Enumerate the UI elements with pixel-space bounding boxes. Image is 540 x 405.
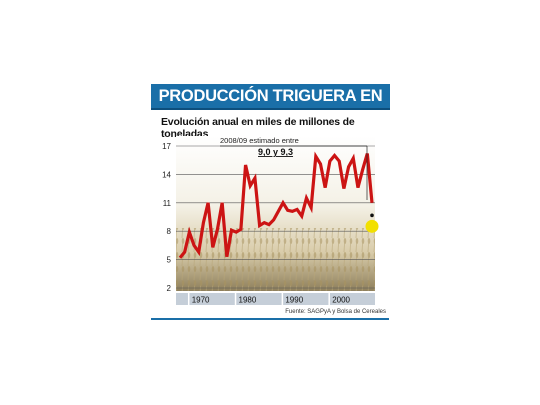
series-production: [178, 151, 379, 259]
estimate-annotation: 2008/09 estimado entre 9,0 y 9,3: [220, 136, 368, 200]
y-tick-label: 2: [167, 284, 172, 293]
y-tick-label: 8: [167, 227, 172, 236]
y-tick-label: 5: [167, 256, 172, 265]
y-tick-label: 11: [163, 199, 172, 208]
annotation-value: 9,0 y 9,3: [258, 147, 293, 157]
x-axis: 1970 1980 1990 2000: [187, 293, 351, 305]
x-tick-label: 1980: [239, 296, 257, 305]
x-tick-label: 1970: [192, 296, 210, 305]
x-tick-label: 1990: [285, 296, 303, 305]
x-axis-band: [176, 293, 375, 305]
source-note: Fuente: SAGPyA y Bolsa de Cereales: [285, 309, 386, 315]
chart-title-banner: PRODUCCIÓN TRIGUERA EN BAJA: [151, 84, 390, 130]
x-tick-label: 2000: [332, 296, 350, 305]
y-tick-label: 14: [162, 170, 171, 179]
estimate-marker: [365, 219, 379, 233]
y-tick-label: 17: [162, 142, 171, 151]
series-line: [178, 151, 374, 259]
estimate-point: [370, 213, 374, 218]
bottom-rule: [151, 318, 389, 320]
y-axis: 2 5 8 11 14 17: [162, 142, 171, 293]
annotation-label: 2008/09 estimado entre: [220, 136, 299, 145]
